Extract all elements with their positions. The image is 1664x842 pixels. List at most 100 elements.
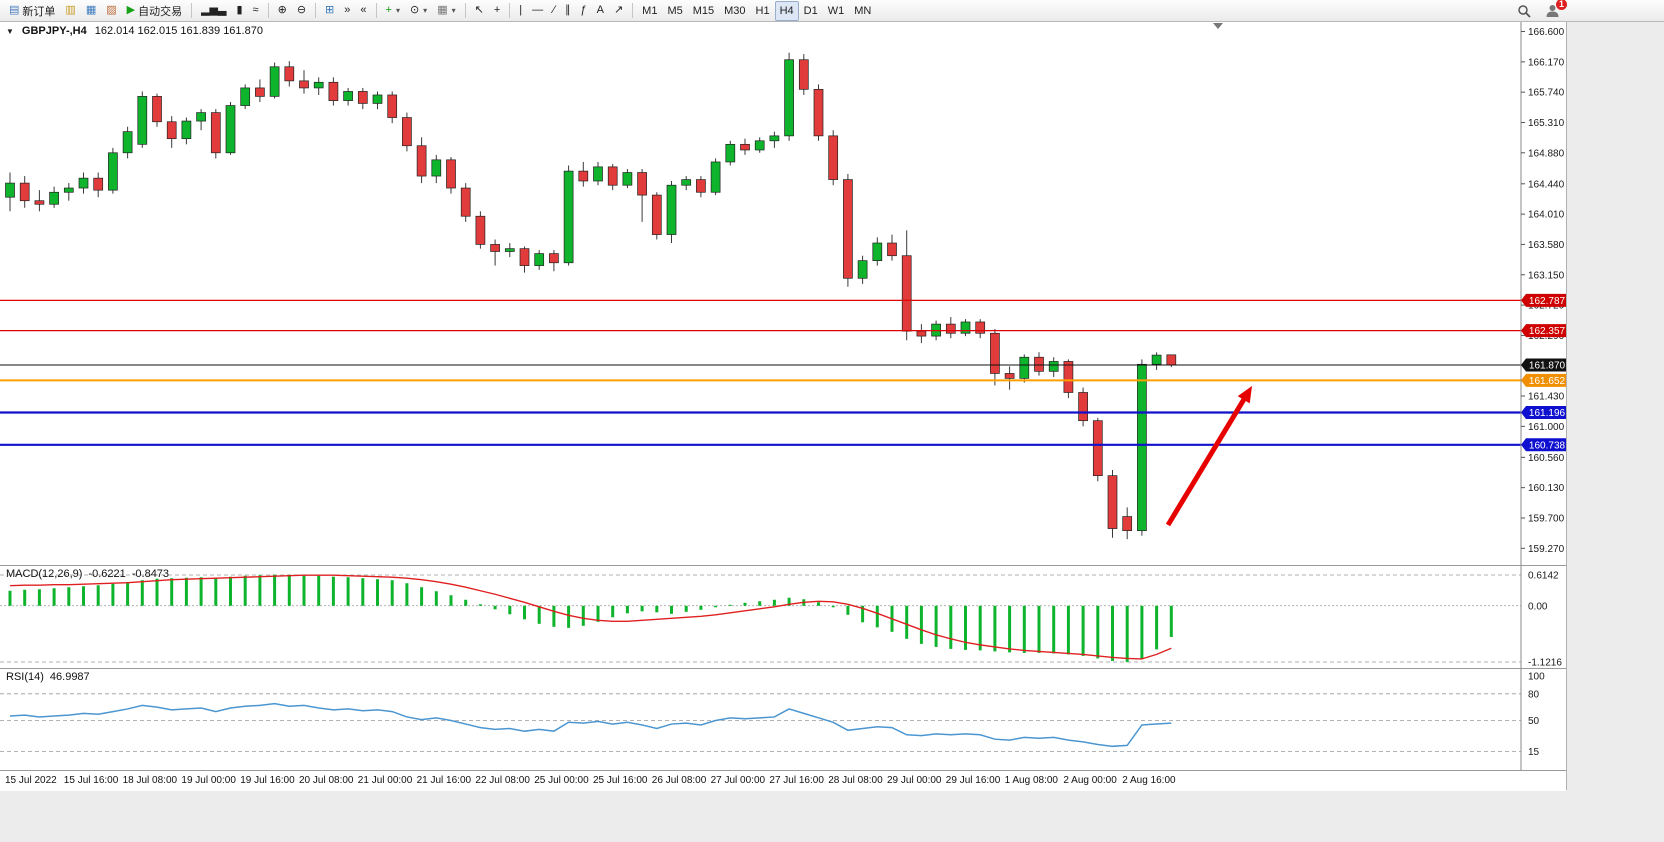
candle-body (152, 96, 162, 123)
candle-body (475, 215, 486, 245)
time-axis[interactable]: 15 Jul 2022 15 Jul 16:00 18 Jul 08:00 19 Ju… (0, 770, 1566, 791)
candle-body (460, 187, 471, 217)
chart-shift-marker-icon (1213, 23, 1223, 29)
zoom-in-icon: ⊕ (277, 4, 287, 16)
timeframe-m30-button[interactable]: M30 (719, 1, 750, 21)
trendline-button[interactable]: ∕ (548, 1, 560, 21)
rsi-tick-label: 100 (1528, 672, 1545, 683)
rsi-value: 46.9987 (49, 671, 90, 683)
candle-body (593, 166, 603, 182)
time-axis-label: 15 Jul 2022 (5, 775, 57, 786)
text-button[interactable]: A (592, 1, 609, 21)
terminal-button[interactable]: ▨ (101, 1, 121, 21)
new-order-button-label: 新订单 (22, 5, 56, 18)
candlestick-button[interactable]: ▮ (231, 1, 247, 21)
periods-button[interactable]: ⊙ ▾ (405, 1, 432, 21)
zoom-in-button[interactable]: ⊕ (273, 1, 292, 21)
timeframe-w1-button[interactable]: W1 (823, 1, 850, 21)
candle-body (681, 179, 692, 186)
arrows-button[interactable]: ↗ (609, 1, 628, 21)
time-axis-label: 25 Jul 16:00 (593, 775, 648, 786)
price-tick-label: 166.600 (1528, 27, 1565, 38)
indicators-button[interactable]: + ▾ (381, 1, 405, 21)
candle-body (137, 96, 148, 145)
timeframe-m15-button[interactable]: M15 (688, 1, 719, 21)
candle-body (166, 121, 177, 140)
candle-body (843, 179, 853, 279)
templates-button[interactable]: ▦ ▾ (432, 1, 460, 21)
price-tick-label: 159.700 (1528, 513, 1565, 524)
toolbar-separator (464, 3, 466, 18)
price-tag-161.652 (1521, 373, 1566, 387)
tile-windows-icon: ⊞ (325, 4, 335, 16)
candle-body (255, 87, 265, 97)
fibonacci-button[interactable]: ƒ (575, 1, 591, 21)
macd-tick-label: 0.6142 (1528, 571, 1559, 582)
time-axis-label: 22 Jul 08:00 (475, 775, 530, 786)
new-order-button[interactable]: ▤ 新订单 (4, 1, 60, 21)
cursor-button[interactable]: ↖ (470, 1, 489, 21)
crosshair-button[interactable]: + (489, 1, 505, 21)
candle-body (108, 152, 118, 191)
candle-body (299, 80, 309, 89)
line-chart-button[interactable]: ≈ (248, 1, 264, 21)
toolbar-separator (375, 3, 377, 18)
price-tag-label: 162.357 (1529, 326, 1566, 337)
candle-body (269, 66, 280, 97)
chart-shift-button[interactable]: « (355, 1, 371, 21)
timeframe-h1-button[interactable]: H1 (751, 1, 775, 21)
vertical-line-button[interactable]: | (514, 1, 527, 21)
profile-icon[interactable]: 1 (1544, 0, 1567, 19)
zoom-out-button[interactable]: ⊖ (292, 1, 311, 21)
horizontal-line-button[interactable]: — (527, 1, 548, 21)
time-axis-label: 29 Jul 00:00 (887, 775, 942, 786)
data-window-button[interactable]: ▦ (81, 1, 101, 21)
trend-arrow-head[interactable] (1237, 386, 1252, 404)
dropdown-arrow-icon: ▾ (423, 6, 428, 15)
macd-signal-value: -0.8473 (131, 568, 170, 580)
bar-chart-button[interactable]: ▂▅▃ (196, 1, 231, 21)
timeframe-mn-button[interactable]: MN (849, 1, 876, 21)
timeframe-h4-button[interactable]: H4 (774, 0, 799, 21)
main-chart[interactable]: 166.600 166.170 165.740 165.310 164.880 164.4… (0, 22, 1566, 565)
candle-body (210, 112, 221, 154)
time-axis-label: 19 Jul 00:00 (181, 775, 236, 786)
timeframe-d1-button[interactable]: D1 (799, 1, 823, 21)
price-tick-label: 159.270 (1528, 544, 1565, 555)
search-icon[interactable] (1516, 3, 1532, 19)
chart-shift-icon: « (360, 4, 367, 16)
rsi-indicator-name: RSI(14) (6, 671, 44, 683)
line-chart-icon: ≈ (252, 4, 259, 16)
chart-title: ▼ GBPJPY-,H4 162.014 162.015 161.839 161… (6, 25, 263, 37)
auto-scroll-button[interactable]: » (339, 1, 355, 21)
price-tick-label: 164.880 (1528, 148, 1565, 159)
toolbar-separator (191, 3, 193, 18)
candle-body (1004, 373, 1015, 379)
toolbar-separator (267, 3, 269, 18)
ohlc-values: 162.014 162.015 161.839 161.870 (94, 25, 263, 37)
candle-body (490, 244, 500, 252)
toolbar-separator (509, 3, 511, 18)
candle-body (813, 88, 824, 137)
channel-button[interactable]: ∥ (560, 1, 576, 21)
candle-body (960, 321, 971, 334)
trend-arrow-shaft[interactable] (1165, 394, 1249, 527)
candle-body (857, 260, 868, 279)
candle-body (637, 172, 647, 196)
bar-chart-icon: ▂▅▃ (201, 4, 227, 16)
time-axis-label: 27 Jul 00:00 (710, 775, 766, 786)
macd-panel[interactable]: 0.6142 0.00 -1.1216 (0, 565, 1566, 668)
collapse-arrow-icon[interactable]: ▼ (6, 26, 14, 36)
timeframe-m5-button[interactable]: M5 (662, 1, 687, 21)
tile-windows-button[interactable]: ⊞ (320, 1, 339, 21)
candle-body (1048, 361, 1059, 372)
timeframe-m1-button[interactable]: M1 (637, 1, 662, 21)
candle-body (1107, 475, 1118, 529)
market-watch-button[interactable]: ▥ (60, 1, 80, 21)
candle-body (328, 81, 339, 101)
autotrading-button[interactable]: ▶ 自动交易 (122, 1, 187, 21)
rsi-panel[interactable]: 100 80 50 15 (0, 668, 1566, 770)
candlestick-icon: ▮ (236, 4, 243, 16)
macd-tick-label: -1.1216 (1528, 658, 1562, 669)
toolbar-separator (315, 3, 317, 18)
